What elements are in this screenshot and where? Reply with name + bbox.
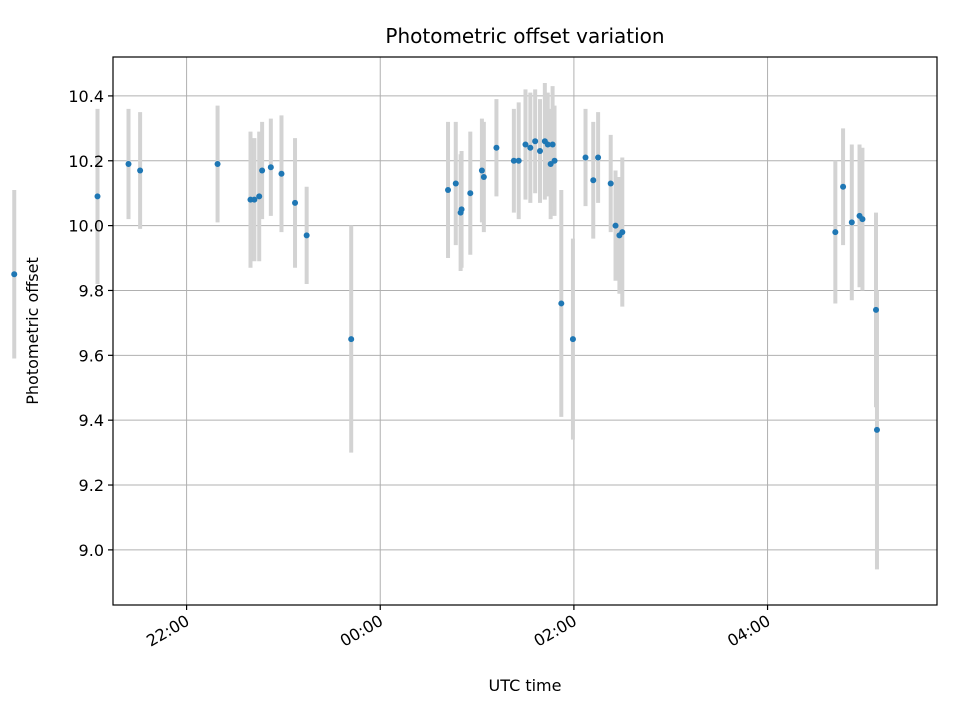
y-tick-label: 10.4 bbox=[68, 87, 104, 106]
y-tick-label: 9.6 bbox=[79, 346, 104, 365]
data-point bbox=[558, 300, 565, 307]
data-point bbox=[840, 183, 847, 190]
data-point bbox=[873, 426, 880, 433]
data-points bbox=[11, 138, 880, 433]
data-point bbox=[510, 157, 517, 164]
y-axis-title: Photometric offset bbox=[23, 257, 42, 405]
data-point bbox=[515, 157, 522, 164]
data-point bbox=[452, 180, 459, 187]
data-point bbox=[348, 336, 355, 343]
data-point bbox=[480, 173, 487, 180]
data-point bbox=[214, 161, 221, 168]
y-tick-label: 9.8 bbox=[79, 281, 104, 300]
data-point bbox=[595, 154, 602, 161]
data-point bbox=[544, 141, 551, 148]
data-point bbox=[549, 141, 556, 148]
data-point bbox=[582, 154, 589, 161]
data-point bbox=[125, 161, 132, 168]
data-point bbox=[848, 219, 855, 226]
data-point bbox=[493, 144, 500, 151]
data-point bbox=[458, 206, 465, 213]
data-point bbox=[137, 167, 144, 174]
data-point bbox=[522, 141, 529, 148]
y-tick-label: 10.2 bbox=[68, 152, 104, 171]
data-point bbox=[445, 186, 452, 193]
data-point bbox=[569, 336, 576, 343]
data-point bbox=[467, 190, 474, 197]
y-axis-ticks: 9.0 9.2 9.4 9.6 9.8 10.0 10.2 10.4 bbox=[68, 87, 113, 560]
data-point bbox=[612, 222, 619, 229]
data-point bbox=[590, 177, 597, 184]
data-point bbox=[292, 199, 299, 206]
y-tick-label: 10.0 bbox=[68, 217, 104, 236]
y-tick-label: 9.0 bbox=[79, 541, 104, 560]
data-point bbox=[259, 167, 266, 174]
y-tick-label: 9.4 bbox=[79, 411, 104, 430]
data-point bbox=[251, 196, 258, 203]
data-point bbox=[832, 229, 839, 236]
data-point bbox=[278, 170, 285, 177]
data-point bbox=[11, 271, 18, 278]
x-axis-title: UTC time bbox=[489, 676, 562, 695]
data-point bbox=[607, 180, 614, 187]
data-point bbox=[872, 306, 879, 313]
data-point bbox=[94, 193, 101, 200]
data-point bbox=[527, 144, 534, 151]
data-point bbox=[859, 216, 866, 223]
y-tick-label: 9.2 bbox=[79, 476, 104, 495]
data-point bbox=[532, 138, 539, 145]
data-point bbox=[267, 164, 274, 171]
data-point bbox=[478, 167, 485, 174]
chart-title: Photometric offset variation bbox=[385, 24, 664, 48]
data-point bbox=[551, 157, 558, 164]
data-point bbox=[303, 232, 310, 239]
plot-frame bbox=[112, 56, 938, 606]
data-point bbox=[619, 229, 626, 236]
data-point bbox=[256, 193, 263, 200]
data-point bbox=[537, 148, 544, 155]
